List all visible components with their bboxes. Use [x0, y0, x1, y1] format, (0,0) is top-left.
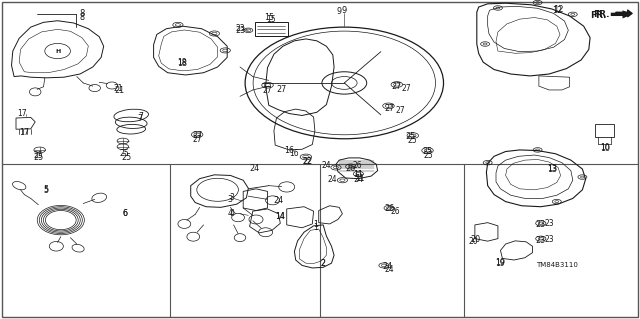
Text: 23: 23 [544, 219, 554, 228]
Text: 12: 12 [553, 5, 563, 14]
Text: 13: 13 [547, 164, 557, 173]
Text: 27: 27 [276, 85, 287, 94]
Text: 25: 25 [424, 151, 434, 160]
Text: 27: 27 [192, 131, 202, 140]
Text: 22: 22 [303, 157, 312, 166]
Text: 25: 25 [406, 132, 416, 141]
Text: 23: 23 [235, 24, 245, 33]
Text: 26: 26 [390, 207, 401, 216]
Text: 27: 27 [392, 82, 402, 91]
Text: 25: 25 [408, 137, 418, 145]
Text: 26: 26 [384, 204, 394, 213]
Text: 5: 5 [44, 186, 49, 195]
Text: 17: 17 [19, 128, 29, 137]
Text: 24: 24 [382, 262, 392, 271]
Text: 6: 6 [122, 209, 127, 218]
Text: 24: 24 [328, 175, 338, 184]
Text: 10: 10 [600, 143, 611, 152]
Text: 9: 9 [337, 7, 342, 16]
Text: 12: 12 [552, 6, 562, 15]
Text: 10: 10 [600, 144, 610, 152]
Text: 21: 21 [115, 86, 125, 95]
Text: 24: 24 [384, 265, 394, 274]
Text: 24: 24 [273, 197, 284, 205]
Text: 16: 16 [289, 149, 300, 158]
Text: 23: 23 [544, 235, 554, 244]
Text: 23: 23 [536, 220, 546, 229]
Text: 7: 7 [138, 112, 143, 121]
Text: 26: 26 [352, 161, 362, 170]
Text: 27: 27 [384, 104, 394, 113]
Text: 25: 25 [33, 151, 44, 160]
Text: 1: 1 [313, 220, 318, 229]
Text: 3: 3 [229, 193, 234, 202]
Text: 5: 5 [44, 185, 49, 194]
Text: 8: 8 [79, 13, 84, 22]
Text: 25: 25 [120, 149, 130, 158]
Text: 19: 19 [495, 259, 506, 268]
Text: 27: 27 [401, 84, 412, 93]
Text: 22: 22 [302, 157, 312, 166]
Text: 27: 27 [262, 86, 273, 95]
Text: 11: 11 [353, 170, 364, 179]
Text: TM84B3110: TM84B3110 [536, 263, 578, 268]
Text: 23: 23 [235, 26, 245, 35]
Text: 8: 8 [79, 9, 84, 18]
Text: FR.: FR. [590, 11, 607, 20]
Text: 1: 1 [313, 223, 318, 232]
Text: 24: 24 [249, 164, 259, 173]
Text: 27: 27 [192, 135, 202, 144]
Text: H: H [55, 48, 60, 54]
Text: 17: 17 [17, 109, 28, 118]
Text: 24: 24 [321, 161, 332, 170]
Text: 20: 20 [470, 235, 481, 244]
Text: 14: 14 [275, 212, 285, 221]
Text: 25: 25 [121, 153, 131, 162]
Text: 27: 27 [395, 106, 405, 115]
Text: 26: 26 [346, 164, 356, 173]
Text: 25: 25 [33, 153, 44, 162]
Text: 21: 21 [114, 84, 123, 93]
Text: 15: 15 [264, 13, 274, 22]
Text: 7: 7 [137, 114, 142, 123]
Text: 20: 20 [468, 237, 479, 246]
Text: 13: 13 [547, 165, 557, 174]
Text: 6: 6 [122, 209, 127, 218]
Text: 16: 16 [284, 146, 294, 155]
Text: 19: 19 [495, 258, 506, 267]
Text: 18: 18 [177, 59, 188, 68]
Text: 4: 4 [228, 209, 233, 218]
Text: 23: 23 [536, 236, 546, 245]
Text: 4: 4 [229, 209, 234, 218]
Text: 3: 3 [228, 195, 233, 204]
Text: 11: 11 [355, 174, 364, 182]
Text: 18: 18 [178, 58, 187, 67]
Text: 14: 14 [275, 212, 285, 221]
Text: 15: 15 [266, 15, 276, 24]
Text: 9: 9 [342, 6, 347, 15]
Text: 2: 2 [321, 259, 326, 268]
Text: 24: 24 [353, 175, 364, 184]
Text: FR.: FR. [593, 10, 609, 19]
Text: 25: 25 [422, 147, 433, 156]
Text: 2: 2 [321, 259, 326, 268]
